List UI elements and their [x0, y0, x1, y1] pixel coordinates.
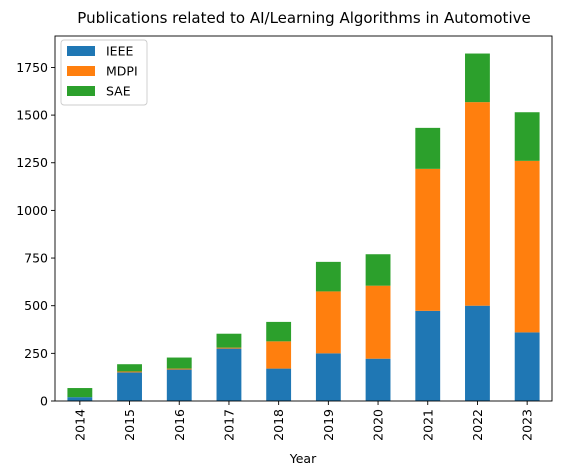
y-tick-label: 1000 — [16, 203, 48, 218]
bar-mdpi-2015 — [117, 371, 142, 373]
bar-sae-2014 — [67, 388, 93, 398]
bar-sae-2018 — [266, 321, 292, 342]
bar-mdpi-2019 — [315, 291, 341, 354]
y-axis: 0 250 500 750 1000 1250 1500 1750 — [16, 60, 55, 409]
x-tick-label: 2021 — [420, 409, 435, 441]
x-tick-label: 2015 — [122, 409, 137, 441]
y-tick-label: 250 — [24, 346, 48, 361]
x-axis: 2014 2015 2016 2017 2018 2019 2020 2021 2022 2023 — [72, 401, 535, 441]
x-tick-label: 2019 — [321, 409, 336, 441]
bar-ieee-2019 — [315, 353, 341, 401]
bar-mdpi-2017 — [216, 347, 242, 349]
bar-ieee-2018 — [266, 368, 292, 401]
y-tick-label: 1500 — [16, 108, 48, 123]
bar-ieee-2022 — [465, 305, 490, 401]
x-axis-label: Year — [289, 451, 317, 466]
legend-swatch-mdpi — [67, 66, 95, 76]
x-tick-label: 2016 — [172, 409, 187, 441]
bar-ieee-2015 — [117, 372, 142, 401]
y-tick-label: 750 — [24, 251, 48, 266]
bar-sae-2015 — [117, 364, 142, 372]
bar-mdpi-2016 — [166, 368, 192, 370]
bar-ieee-2021 — [415, 310, 441, 401]
y-tick-label: 0 — [40, 394, 48, 409]
legend-swatch-ieee — [67, 46, 95, 56]
x-tick-label: 2014 — [72, 409, 87, 441]
bar-ieee-2016 — [166, 369, 192, 401]
bar-mdpi-2021 — [415, 168, 441, 311]
legend-label-sae: SAE — [106, 84, 131, 99]
bar-ieee-2023 — [514, 332, 540, 401]
y-tick-label: 500 — [24, 298, 48, 313]
bar-sae-2017 — [216, 333, 242, 348]
bar-mdpi-2022 — [465, 102, 490, 306]
x-tick-label: 2017 — [221, 409, 236, 441]
y-tick-label: 1750 — [16, 60, 48, 75]
bar-sae-2022 — [465, 53, 490, 103]
y-tick-label: 1250 — [16, 155, 48, 170]
x-tick-label: 2022 — [470, 409, 485, 441]
bar-ieee-2020 — [365, 358, 391, 401]
bar-sae-2021 — [415, 127, 441, 169]
bar-ieee-2014 — [67, 397, 93, 401]
x-tick-label: 2020 — [371, 409, 386, 441]
legend-label-ieee: IEEE — [106, 44, 133, 59]
bar-mdpi-2020 — [365, 285, 391, 359]
bar-mdpi-2023 — [514, 160, 540, 333]
legend-label-mdpi: MDPI — [106, 64, 138, 79]
legend-swatch-sae — [67, 86, 95, 96]
bar-sae-2023 — [514, 112, 540, 161]
plot-frame — [54, 35, 553, 402]
bar-sae-2019 — [315, 261, 341, 292]
bar-sae-2020 — [365, 254, 391, 286]
x-tick-label: 2023 — [520, 409, 535, 441]
legend: IEEE MDPI SAE — [60, 39, 148, 106]
bar-mdpi-2018 — [266, 341, 292, 369]
bar-ieee-2017 — [216, 348, 242, 401]
chart-title: Publications related to AI/Learning Algo… — [77, 9, 530, 27]
x-tick-label: 2018 — [271, 409, 286, 441]
bar-sae-2016 — [166, 357, 192, 369]
bars-layer — [67, 53, 540, 401]
